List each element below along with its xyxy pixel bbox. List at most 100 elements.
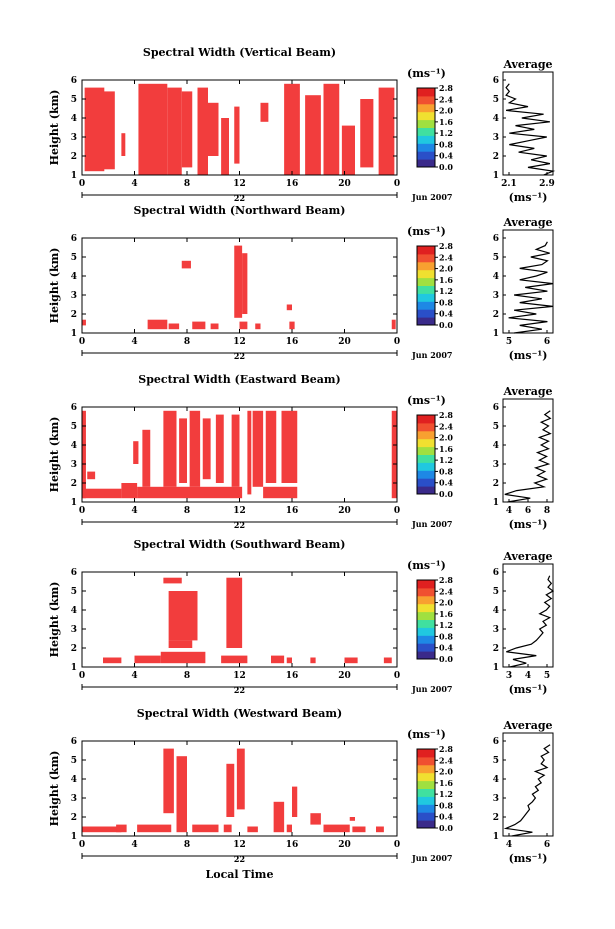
colorbar-tick-label: 2.8 (439, 575, 453, 585)
y-tick-label: 2 (71, 813, 77, 823)
colorbar-tick-label: 0.4 (439, 478, 453, 488)
colorbar-swatch (417, 587, 435, 597)
average-x-label: (ms⁻¹) (509, 191, 548, 204)
colorbar-swatch (417, 611, 435, 620)
colorbar-tick-label: 0.8 (439, 800, 453, 810)
data-cell (82, 488, 122, 499)
data-cell (341, 125, 355, 175)
x-tick-label: 4 (131, 337, 137, 347)
colorbar-swatch (417, 261, 435, 271)
panel-title: Spectral Width (Southward Beam) (133, 538, 345, 551)
data-cell (376, 826, 384, 833)
colorbar-swatch (417, 95, 435, 105)
panel-title: Spectral Width (Vertical Beam) (143, 46, 336, 59)
x-tick-label: 0 (394, 179, 400, 189)
data-cell (168, 640, 193, 648)
colorbar-tick-label: 2.4 (439, 94, 453, 104)
colorbar-swatch (417, 246, 435, 255)
data-cell (310, 657, 316, 664)
colorbar-tick-label: 1.2 (439, 128, 453, 138)
average-y-tick-label: 4 (493, 775, 499, 785)
data-cell (163, 410, 177, 487)
y-tick-label: 1 (71, 498, 77, 508)
data-cell (344, 657, 358, 664)
average-x-tick-label: 4 (525, 671, 531, 681)
average-x-tick-label: 5 (506, 337, 512, 347)
colorbar-tick-label: 0.8 (439, 297, 453, 307)
date-label: Jun 2007 (411, 192, 452, 202)
average-x-label: (ms⁻¹) (509, 349, 548, 362)
data-cell (137, 486, 243, 499)
colorbar-swatch (417, 780, 435, 789)
average-y-tick-label: 1 (493, 171, 499, 181)
y-tick-label: 4 (71, 606, 77, 616)
average-y-tick-label: 5 (493, 756, 499, 766)
data-cell (234, 106, 240, 164)
colorbar-swatch (417, 820, 435, 829)
y-axis-label: Height (km) (48, 751, 61, 827)
average-x-tick-label: 2.9 (539, 179, 555, 189)
average-x-tick-label: 8 (544, 506, 550, 516)
average-title: Average (502, 550, 552, 563)
data-cell (247, 410, 252, 495)
x-tick-label: 0 (394, 337, 400, 347)
colorbar-swatch (417, 454, 435, 463)
data-cell (289, 321, 295, 330)
data-cell (192, 321, 206, 330)
colorbar-swatch (417, 603, 435, 613)
y-tick-label: 5 (71, 587, 77, 597)
x-tick-label: 4 (131, 840, 137, 850)
average-y-tick-label: 4 (493, 114, 499, 124)
data-cell (383, 657, 392, 664)
y-tick-label: 2 (71, 479, 77, 489)
average-frame (502, 732, 554, 837)
y-tick-label: 1 (71, 329, 77, 339)
data-cell (231, 414, 240, 487)
data-cell (281, 410, 298, 483)
colorbar-tick-label: 2.4 (439, 755, 453, 765)
y-tick-label: 3 (71, 625, 77, 635)
data-cell (82, 826, 122, 833)
data-cell (284, 83, 300, 175)
colorbar-tick-label: 0.4 (439, 151, 453, 161)
colorbar-tick-label: 2.0 (439, 433, 453, 443)
colorbar-tick-label: 2.0 (439, 767, 453, 777)
average-title: Average (502, 216, 552, 229)
colorbar-tick-label: 1.2 (439, 620, 453, 630)
x-tick-label: 16 (286, 840, 299, 850)
data-cell (271, 655, 285, 664)
colorbar-frame (416, 579, 436, 660)
average-x-tick-label: 6 (525, 506, 531, 516)
data-cell (234, 245, 243, 318)
data-cell (265, 410, 277, 483)
x-tick-label: 4 (131, 671, 137, 681)
colorbar-tick-label: 1.6 (439, 117, 453, 127)
average-y-tick-label: 6 (493, 403, 499, 413)
colorbar-unit: (ms⁻¹) (407, 67, 446, 80)
x-tick-label: 8 (184, 671, 190, 681)
average-title: Average (502, 719, 552, 732)
colorbar-swatch (417, 430, 435, 440)
data-cell (82, 319, 86, 326)
average-y-tick-label: 5 (493, 253, 499, 263)
x-tick-label: 16 (286, 671, 299, 681)
average-y-tick-label: 1 (493, 663, 499, 673)
x-tick-label: 16 (286, 506, 299, 516)
panel-title: Spectral Width (Eastward Beam) (138, 373, 340, 386)
colorbar-swatch (417, 422, 435, 432)
colorbar-tick-label: 1.6 (439, 444, 453, 454)
y-tick-label: 6 (71, 568, 77, 578)
day-label: 22 (234, 351, 245, 361)
average-x-tick-label: 4 (506, 506, 512, 516)
data-cell (168, 323, 180, 330)
colorbar-tick-label: 2.4 (439, 586, 453, 596)
data-cell (210, 323, 219, 330)
colorbar-swatch (417, 486, 435, 495)
data-cell (138, 83, 168, 175)
average-x-tick-label: 6 (544, 840, 550, 850)
colorbar-tick-label: 0.0 (439, 654, 453, 664)
colorbar-swatch (417, 253, 435, 263)
y-axis-label: Height (km) (48, 90, 61, 166)
colorbar-tick-label: 2.8 (439, 83, 453, 93)
